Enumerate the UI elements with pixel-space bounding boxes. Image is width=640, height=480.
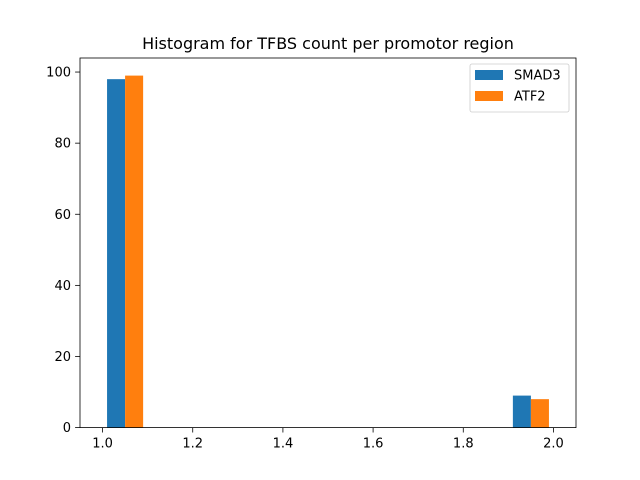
- bar-smad3-bin-9: [512, 395, 531, 428]
- bar-smad3-bin-0: [107, 79, 126, 428]
- plot-frame: [79, 57, 577, 429]
- y-tick-label: 20: [54, 350, 71, 365]
- x-tick-label: 2.0: [543, 437, 564, 452]
- legend-swatch-atf2: [475, 91, 503, 101]
- bar-atf2-bin-0: [125, 75, 144, 428]
- x-axis-ticks: 1.0 1.2 1.4 1.6 1.8 2.0: [92, 427, 564, 452]
- y-tick-label: 40: [54, 279, 71, 294]
- x-tick-label: 1.4: [273, 437, 294, 452]
- chart-title: Histogram for TFBS count per promotor re…: [142, 34, 514, 53]
- legend-swatch-smad3: [475, 70, 503, 80]
- x-tick-label: 1.6: [363, 437, 384, 452]
- legend-label-smad3: SMAD3: [514, 69, 561, 84]
- x-tick-label: 1.8: [453, 437, 474, 452]
- y-tick-label: 60: [54, 208, 71, 223]
- y-tick-label: 0: [63, 421, 71, 436]
- x-tick-label: 1.0: [92, 437, 113, 452]
- y-axis-ticks: 0 20 40 60 80 100: [46, 66, 80, 436]
- bars-group: [107, 75, 549, 428]
- x-tick-label: 1.2: [182, 437, 203, 452]
- y-tick-label: 100: [46, 66, 71, 81]
- bar-atf2-bin-9: [530, 399, 549, 428]
- legend: SMAD3 ATF2: [469, 63, 570, 113]
- legend-label-atf2: ATF2: [514, 90, 546, 105]
- y-tick-label: 80: [54, 137, 71, 152]
